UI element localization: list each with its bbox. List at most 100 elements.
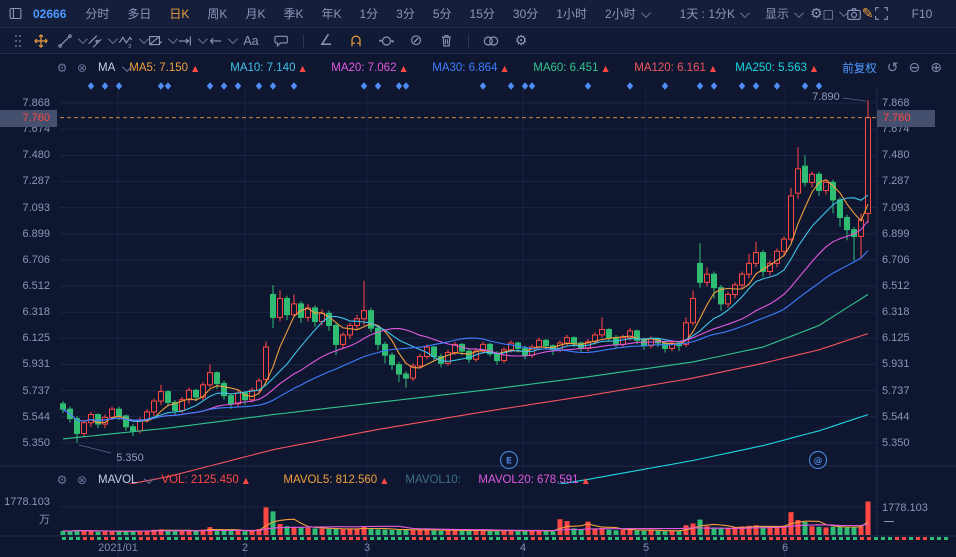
price-tick-label: 6.125 xyxy=(882,332,910,345)
event-diamond-icon[interactable] xyxy=(801,82,809,90)
event-diamond-icon[interactable] xyxy=(157,82,165,90)
drawing-settings-icon[interactable]: ⚙ xyxy=(514,32,528,49)
timeline-strip-segment xyxy=(594,537,598,540)
indicator-name[interactable]: MAVOL xyxy=(98,474,138,486)
settings-gear-icon[interactable]: ⚙ xyxy=(810,5,823,22)
text-tool-icon[interactable]: Aa xyxy=(243,33,259,48)
timeline-strip-segment xyxy=(272,537,276,540)
period-tab[interactable]: 日K xyxy=(169,7,190,21)
event-diamond-icon[interactable] xyxy=(696,82,704,90)
volume-bar xyxy=(389,529,395,535)
adjust-mode-button[interactable]: 前复权 xyxy=(842,63,877,75)
period-tab[interactable]: 季K xyxy=(283,7,304,21)
divider xyxy=(303,33,304,48)
event-diamond-icon[interactable] xyxy=(815,82,823,90)
volume-bar xyxy=(578,529,584,535)
event-marker-circle[interactable] xyxy=(499,450,519,470)
event-diamond-icon[interactable] xyxy=(479,82,487,90)
timeline-strip-segment xyxy=(62,537,66,540)
candle-body xyxy=(88,414,94,424)
undo-icon[interactable]: ↺ xyxy=(886,60,899,76)
angle-tool-icon[interactable]: ∠ xyxy=(319,31,333,49)
indicator-close-icon[interactable]: ⊗ xyxy=(76,61,88,75)
f10-button[interactable]: F10 xyxy=(911,6,933,21)
event-diamond-icon[interactable] xyxy=(710,82,718,90)
layout-square-icon[interactable]: □ xyxy=(823,3,849,25)
event-diamond-icon[interactable] xyxy=(374,82,382,90)
event-diamond-icon[interactable] xyxy=(584,82,592,90)
extend-line-tool-icon[interactable] xyxy=(176,30,208,52)
event-diamond-icon[interactable] xyxy=(521,82,529,90)
period-tab[interactable]: 月K xyxy=(245,7,266,21)
event-diamond-icon[interactable] xyxy=(115,82,123,90)
timeline-strip-segment xyxy=(657,537,661,540)
move-tool-icon[interactable] xyxy=(26,30,56,52)
event-diamond-icon[interactable] xyxy=(269,82,277,90)
period-tab[interactable]: 3分 xyxy=(396,7,415,21)
event-diamond-icon[interactable] xyxy=(290,82,298,90)
event-diamond-icon[interactable] xyxy=(738,82,746,90)
volume-bar xyxy=(739,526,745,535)
magnet-snap-icon[interactable] xyxy=(341,30,371,52)
event-diamond-icon[interactable] xyxy=(395,82,403,90)
trendline-tool-icon[interactable] xyxy=(56,30,88,52)
indicator-name[interactable]: MA xyxy=(98,62,116,74)
symbol-code[interactable]: 02666 xyxy=(33,6,67,21)
event-diamond-icon[interactable] xyxy=(101,82,109,90)
volume-bar xyxy=(284,526,290,535)
event-diamond-icon[interactable] xyxy=(626,82,634,90)
event-diamond-icon[interactable] xyxy=(164,82,172,90)
event-diamond-icon[interactable] xyxy=(360,82,368,90)
wave-tool-icon[interactable]: 3 xyxy=(116,30,149,52)
channel-tool-icon[interactable] xyxy=(86,30,118,52)
watchlist-icon[interactable] xyxy=(8,3,23,25)
period-tab[interactable]: 5分 xyxy=(432,7,452,21)
period-tab[interactable]: 年K xyxy=(321,7,342,21)
period-tab[interactable]: 15分 xyxy=(469,7,495,21)
period-tab[interactable]: 1小时 xyxy=(556,7,587,21)
display-dropdown[interactable]: 显示 xyxy=(756,5,810,22)
volume-bar xyxy=(641,530,647,535)
zoom-in-icon[interactable]: ⊕ xyxy=(930,60,942,76)
event-diamond-icon[interactable] xyxy=(206,82,214,90)
period-tab[interactable]: 30分 xyxy=(512,7,539,21)
indicator-settings-icon[interactable]: ⚙ xyxy=(56,61,68,75)
arrow-left-tool-icon[interactable] xyxy=(206,30,238,52)
candle-body xyxy=(571,337,577,344)
period-tab[interactable]: 多日 xyxy=(127,7,152,21)
event-diamond-icon[interactable] xyxy=(255,82,263,90)
event-diamond-icon[interactable] xyxy=(234,82,242,90)
event-diamond-icon[interactable] xyxy=(661,82,669,90)
fullscreen-icon[interactable] xyxy=(874,3,889,25)
delete-drawings-icon[interactable] xyxy=(431,30,461,52)
period-tab[interactable]: 1分 xyxy=(359,7,379,21)
period-tab[interactable]: 分时 xyxy=(85,7,110,21)
draw-pencil-icon[interactable]: ✎ xyxy=(861,5,874,22)
timeline-strip-segment xyxy=(944,537,948,540)
timeframe-compare-dropdown[interactable]: 1天 : 1分K xyxy=(671,5,756,22)
zoom-out-icon[interactable]: ⊖ xyxy=(908,60,921,76)
volume-bar xyxy=(669,530,675,535)
period-tab-dropdown[interactable]: 2小时 xyxy=(596,5,657,22)
event-diamond-icon[interactable] xyxy=(507,82,515,90)
camera-icon[interactable] xyxy=(846,3,862,25)
event-diamond-icon[interactable] xyxy=(87,82,95,90)
event-diamond-icon[interactable] xyxy=(773,82,781,90)
event-diamond-icon[interactable] xyxy=(220,82,228,90)
event-diamond-icon[interactable] xyxy=(402,82,410,90)
event-diamond-icon[interactable] xyxy=(752,82,760,90)
overlay-compare-icon[interactable] xyxy=(476,30,506,52)
candle-body xyxy=(627,330,633,339)
volume-bar xyxy=(207,527,213,535)
event-diamond-icon[interactable] xyxy=(528,82,536,90)
period-tab[interactable]: 周K xyxy=(207,7,228,21)
gann-box-tool-icon[interactable] xyxy=(146,30,178,52)
note-bubble-tool-icon[interactable] xyxy=(266,30,296,52)
hide-drawings-icon[interactable]: ⊘ xyxy=(409,31,423,49)
auto-link-icon[interactable] xyxy=(371,30,401,52)
grip-handle-icon[interactable] xyxy=(10,30,26,52)
event-marker-circle[interactable] xyxy=(808,450,828,470)
indicator-settings-icon[interactable]: ⚙ xyxy=(56,473,68,487)
indicator-close-icon[interactable]: ⊗ xyxy=(76,473,88,487)
